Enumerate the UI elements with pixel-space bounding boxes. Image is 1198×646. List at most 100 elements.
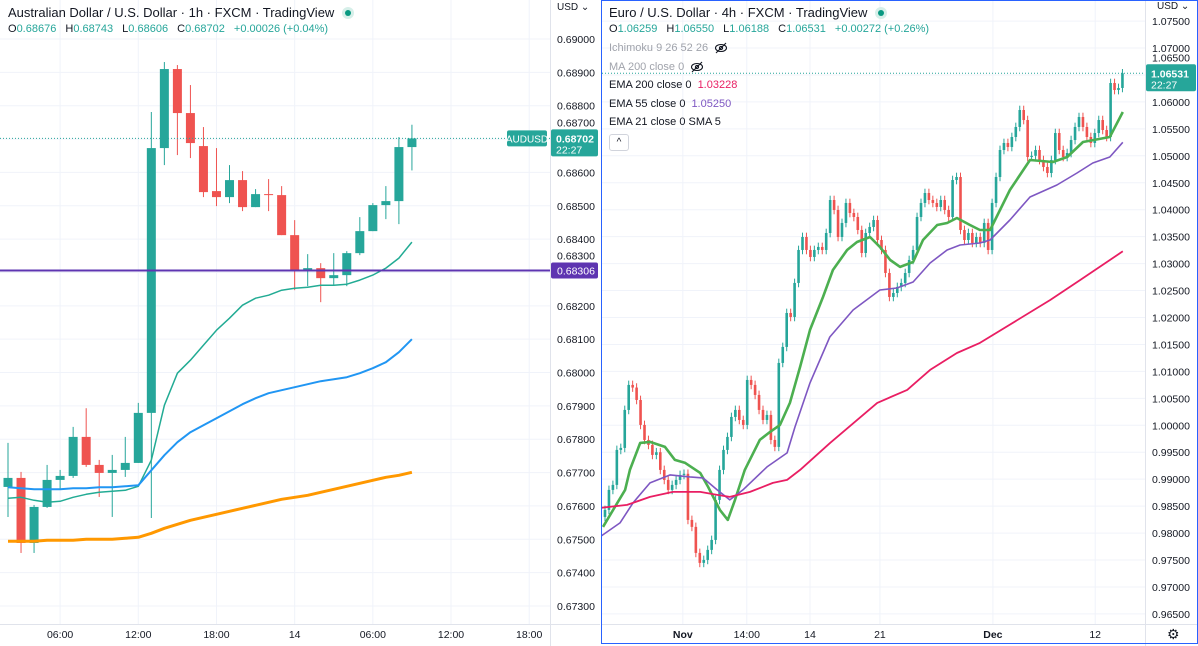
candle-body bbox=[986, 222, 990, 250]
price-tick-label: 1.05500 bbox=[1152, 124, 1190, 136]
candle-body bbox=[959, 176, 962, 230]
right-currency-selector[interactable]: USD ⌄ bbox=[1157, 1, 1189, 12]
candle-body bbox=[1006, 142, 1010, 147]
left-plot-area[interactable] bbox=[0, 62, 550, 553]
candle-up bbox=[146, 112, 156, 518]
candle-up bbox=[840, 218, 844, 242]
indicator-list: Ichimoku 9 26 52 26 MA 200 close 0 EMA 2… bbox=[609, 39, 935, 151]
candle-body bbox=[1105, 129, 1108, 138]
candle-body bbox=[738, 409, 741, 420]
indicator-ema21[interactable]: EMA 21 close 0 SMA 5 bbox=[609, 113, 935, 132]
candle-body bbox=[710, 539, 713, 550]
indicator-label: EMA 200 close 0 bbox=[609, 79, 692, 92]
candle-down bbox=[959, 172, 962, 235]
candle-up bbox=[1065, 148, 1069, 162]
candle-body bbox=[761, 409, 765, 420]
indicator-label: Ichimoku 9 26 52 26 bbox=[609, 42, 709, 55]
candle-body bbox=[238, 180, 248, 208]
candle-down bbox=[931, 195, 935, 208]
indicator-ichimoku[interactable]: Ichimoku 9 26 52 26 bbox=[609, 39, 935, 58]
indicator-line-0 bbox=[602, 111, 1124, 528]
candle-up bbox=[55, 469, 65, 490]
gear-icon[interactable]: ⚙ bbox=[1167, 626, 1180, 642]
market-open-status-icon bbox=[875, 6, 888, 19]
indicator-ema55[interactable]: EMA 55 close 0 1.05250 bbox=[609, 95, 935, 114]
candle-body bbox=[211, 191, 221, 198]
candle-down bbox=[753, 380, 757, 400]
candle-body bbox=[198, 146, 208, 193]
candle-up bbox=[718, 465, 721, 505]
right-chart-title[interactable]: Euro / U.S. Dollar · 4h · FXCM · Trading… bbox=[609, 5, 868, 20]
candle-down bbox=[1042, 155, 1045, 172]
candle-down bbox=[172, 65, 182, 156]
candle-down bbox=[848, 198, 852, 218]
indicator-line-2 bbox=[602, 250, 1124, 509]
collapse-legend-button[interactable]: ^ bbox=[609, 133, 629, 151]
candle-up bbox=[797, 245, 800, 288]
candle-up bbox=[817, 242, 820, 255]
candle-up bbox=[813, 245, 816, 262]
candle-body bbox=[159, 69, 169, 149]
candle-up bbox=[623, 405, 627, 453]
candle-body bbox=[682, 473, 686, 475]
chevron-down-icon: ⌄ bbox=[580, 2, 590, 13]
candle-body bbox=[1022, 110, 1025, 121]
indicator-label: EMA 21 close 0 SMA 5 bbox=[609, 116, 721, 129]
candle-body bbox=[611, 484, 615, 490]
candle-body bbox=[781, 346, 785, 363]
time-tick-label: 14 bbox=[804, 629, 816, 641]
candle-down bbox=[94, 459, 104, 497]
candle-up bbox=[607, 485, 611, 515]
candle-body bbox=[856, 216, 860, 230]
left-chart-title[interactable]: Australian Dollar / U.S. Dollar · 1h · F… bbox=[8, 5, 335, 20]
candle-down bbox=[1085, 122, 1089, 142]
close-value: 1.06531 bbox=[786, 23, 826, 35]
price-tick-label: 1.04000 bbox=[1152, 205, 1190, 217]
candle-body bbox=[789, 312, 792, 317]
candle-body bbox=[81, 436, 91, 465]
candle-down bbox=[741, 415, 745, 430]
low-label: L bbox=[122, 23, 129, 35]
price-tick-label: 0.96500 bbox=[1152, 609, 1190, 621]
eye-hidden-icon[interactable] bbox=[690, 60, 704, 74]
candle-body bbox=[828, 200, 832, 233]
candle-body bbox=[769, 414, 773, 440]
time-tick-label: 06:00 bbox=[360, 629, 386, 641]
symbol-tag-bg bbox=[507, 130, 547, 147]
candle-body bbox=[1085, 126, 1089, 138]
candle-down bbox=[1022, 105, 1025, 125]
bar-countdown-text: 22:27 bbox=[556, 144, 582, 156]
price-tick-label: 0.68300 bbox=[557, 250, 595, 262]
candle-down bbox=[635, 383, 638, 405]
candle-body bbox=[801, 236, 804, 250]
candle-down bbox=[694, 522, 698, 558]
candle-down bbox=[659, 447, 662, 475]
candle-up bbox=[1002, 138, 1006, 155]
candle-body bbox=[1065, 153, 1069, 157]
left-currency-selector[interactable]: USD ⌄ bbox=[557, 2, 589, 13]
candle-up bbox=[678, 470, 682, 485]
candle-body bbox=[290, 235, 300, 271]
indicator-ema200[interactable]: EMA 200 close 0 1.03228 bbox=[609, 76, 935, 95]
candle-up bbox=[342, 251, 352, 287]
indicator-line-1 bbox=[602, 141, 1124, 537]
eye-hidden-icon[interactable] bbox=[714, 41, 728, 55]
high-value: 1.06550 bbox=[674, 23, 715, 35]
candle-body bbox=[42, 479, 52, 507]
price-tick-label: 0.68500 bbox=[557, 201, 595, 213]
last-price-text: 0.68702 bbox=[556, 133, 594, 145]
close-label: C bbox=[778, 23, 787, 35]
candle-up bbox=[777, 358, 781, 452]
right-plot-area[interactable] bbox=[600, 68, 1145, 568]
high-label: H bbox=[666, 23, 675, 35]
candle-down bbox=[1057, 128, 1061, 155]
candle-body bbox=[749, 379, 753, 385]
indicator-ma200[interactable]: MA 200 close 0 bbox=[609, 58, 935, 77]
low-value: 1.06188 bbox=[729, 23, 770, 35]
candle-body bbox=[994, 176, 998, 203]
price-tick-label: 0.67400 bbox=[557, 568, 595, 580]
candle-body bbox=[971, 232, 974, 243]
candle-down bbox=[643, 420, 646, 445]
candle-body bbox=[329, 275, 339, 279]
